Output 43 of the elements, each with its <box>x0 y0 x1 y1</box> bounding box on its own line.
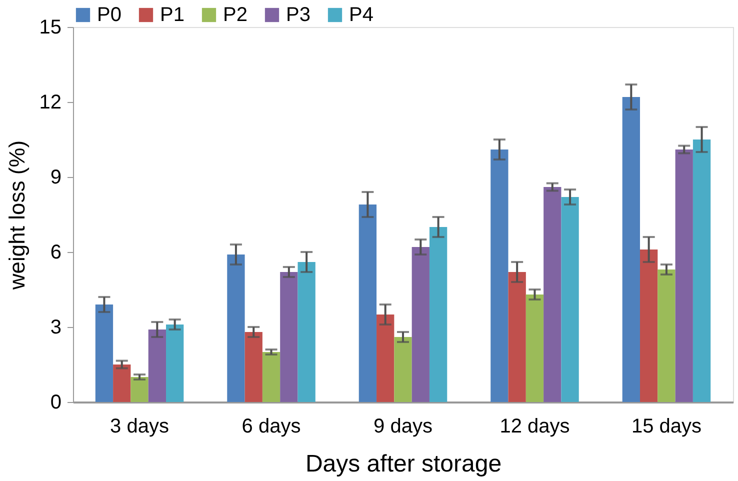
x-tick-label: 15 days <box>631 416 702 438</box>
bar <box>358 204 377 402</box>
bar <box>640 250 658 402</box>
bar <box>526 294 544 402</box>
y-tick-label: 0 <box>50 392 62 414</box>
bar <box>280 272 298 402</box>
y-axis-title: weight loss (%) <box>4 140 30 291</box>
y-tick-label: 6 <box>50 242 62 264</box>
bar <box>394 337 412 402</box>
bar <box>298 262 316 402</box>
bar <box>244 332 262 402</box>
legend-label: P1 <box>160 4 184 26</box>
x-tick-label: 9 days <box>374 416 432 438</box>
bar <box>561 197 579 402</box>
bar <box>490 150 508 402</box>
bar <box>675 150 693 402</box>
bar <box>130 377 148 402</box>
y-tick-label: 15 <box>39 16 62 38</box>
legend-label: P3 <box>286 4 310 26</box>
legend-label: P2 <box>223 4 248 26</box>
bar <box>429 227 448 402</box>
y-tick-label: 9 <box>50 166 62 188</box>
bar <box>692 140 711 402</box>
bar <box>658 270 676 402</box>
legend-label: P0 <box>97 4 122 26</box>
bar <box>412 247 430 402</box>
bar <box>508 272 526 402</box>
bar <box>376 314 394 402</box>
bar <box>166 324 184 402</box>
bar <box>227 254 245 402</box>
x-tick-label: 6 days <box>242 416 301 438</box>
legend-label: P4 <box>349 4 374 26</box>
bar <box>262 352 280 402</box>
x-tick-label: 3 days <box>110 416 169 438</box>
bar <box>113 364 131 402</box>
x-axis-title: Days after storage <box>305 450 502 478</box>
bar <box>95 304 114 402</box>
x-tick-label: 12 days <box>500 416 570 438</box>
bar <box>544 187 562 402</box>
bar <box>148 330 166 402</box>
y-tick-label: 3 <box>50 316 62 338</box>
bar <box>622 97 640 402</box>
y-tick-label: 12 <box>39 92 62 114</box>
